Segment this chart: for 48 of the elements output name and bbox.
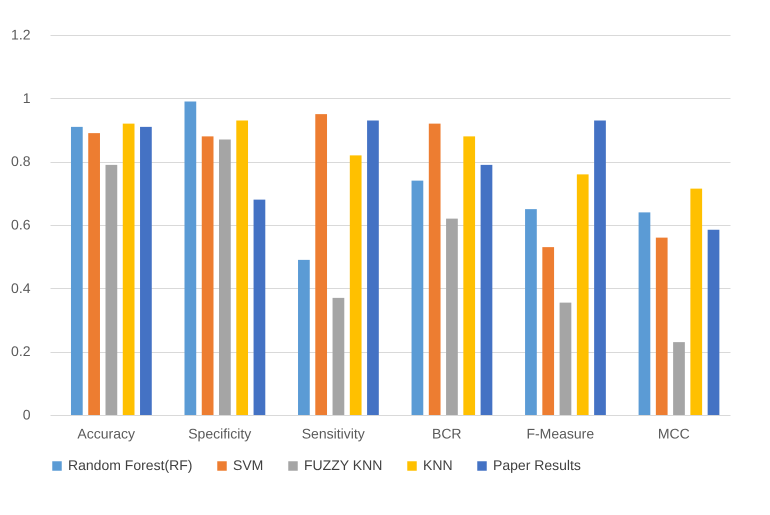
bar (594, 120, 606, 415)
y-tick-label: 0.4 (11, 280, 31, 296)
bar (480, 164, 492, 415)
bar (298, 260, 310, 415)
y-tick-label: 1.2 (11, 26, 31, 42)
x-tick-label: Specificity (188, 426, 252, 442)
y-tick-label: 0.8 (11, 153, 31, 170)
bar (315, 114, 328, 415)
legend-label: KNN (423, 457, 453, 473)
bar (350, 155, 362, 415)
bar (638, 212, 650, 415)
bar (446, 218, 458, 415)
bar (690, 188, 702, 415)
bar (542, 247, 554, 415)
bar (656, 238, 668, 415)
y-tick-label: 0.6 (11, 216, 31, 232)
bar (236, 120, 248, 415)
bar (254, 200, 266, 415)
legend-label: SVM (233, 457, 264, 473)
bar (576, 174, 589, 415)
bar (88, 133, 100, 415)
x-tick-label: MCC (658, 426, 690, 442)
x-tick-label: Accuracy (77, 426, 135, 442)
bar (184, 102, 196, 415)
y-tick-label: 0.2 (11, 343, 31, 360)
y-tick-label: 0 (22, 406, 31, 422)
legend-label: Paper Results (493, 457, 581, 473)
bar (122, 124, 135, 415)
y-tick-label: 1 (22, 90, 31, 106)
bar (140, 126, 152, 415)
bar (525, 209, 537, 415)
bar (219, 140, 231, 415)
bar (70, 126, 83, 415)
bar (708, 230, 720, 415)
bar (412, 180, 424, 415)
bar (106, 164, 118, 415)
bar (367, 120, 379, 415)
legend-label: FUZZY KNN (304, 457, 382, 473)
legend-label: Random Forest(RF) (68, 457, 192, 473)
bar (428, 124, 441, 415)
bar (463, 136, 476, 415)
bar (332, 298, 344, 415)
x-tick-label: F-Measure (526, 426, 594, 442)
bar (673, 342, 685, 415)
x-tick-label: BCR (432, 426, 462, 442)
bar (202, 136, 214, 415)
bar (560, 302, 572, 415)
x-tick-label: Sensitivity (302, 426, 365, 442)
